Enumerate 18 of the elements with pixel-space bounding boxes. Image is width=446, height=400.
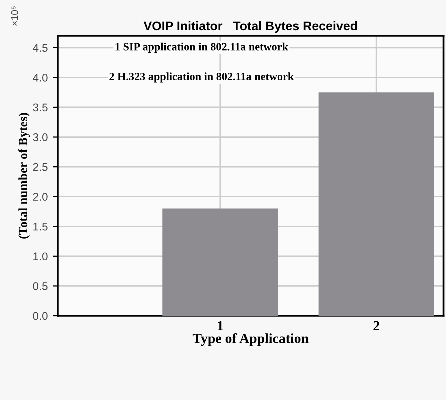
y-tick-label: 3.0: [33, 134, 48, 142]
y-tick-label: 2.0: [33, 193, 48, 201]
x-tick-label: 2: [374, 321, 380, 330]
y-tick-label: 2.5: [33, 163, 48, 172]
y-tick-label: 3.5: [33, 104, 48, 112]
y-tick-label: 0.5: [33, 282, 48, 290]
text: ×10⁵: [11, 6, 18, 26]
annotation: 2 H.323 application in 802.11a network: [110, 72, 294, 83]
y-axis-title: (Total number of Bytes): [18, 113, 30, 239]
y-tick-label: 4.5: [33, 44, 48, 52]
y-tick-label: 4.0: [33, 74, 48, 82]
x-tick-label: 1: [218, 321, 224, 330]
y-tick-label: 0.0: [33, 312, 48, 320]
annotation: 1 SIP application in 802.11a network: [116, 42, 288, 53]
chart-title: VOIP Initiator Total Bytes Received: [144, 21, 358, 34]
x-axis-title: Type of Application: [192, 333, 309, 346]
y-tick-label: 1.5: [34, 223, 48, 231]
y-tick-label: 1.0: [34, 252, 48, 261]
